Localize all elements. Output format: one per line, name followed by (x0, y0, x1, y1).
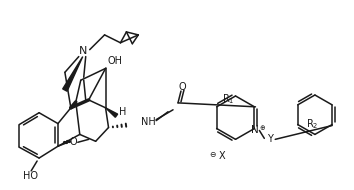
Text: N: N (251, 125, 258, 135)
Text: R$_2$: R$_2$ (306, 118, 318, 131)
Text: NH: NH (141, 117, 156, 127)
Text: O: O (69, 137, 76, 147)
Polygon shape (63, 57, 83, 91)
Text: $^{\ominus}$: $^{\ominus}$ (209, 151, 217, 161)
Text: R$_1$: R$_1$ (222, 92, 234, 106)
Text: O: O (178, 82, 186, 92)
Text: H: H (119, 107, 126, 117)
Text: X: X (218, 151, 225, 161)
Polygon shape (105, 108, 118, 117)
Text: HO: HO (23, 171, 38, 181)
Text: OH: OH (108, 55, 123, 66)
Text: Y: Y (267, 134, 273, 144)
Text: $^{\oplus}$: $^{\oplus}$ (259, 125, 266, 135)
Text: N: N (79, 46, 87, 56)
